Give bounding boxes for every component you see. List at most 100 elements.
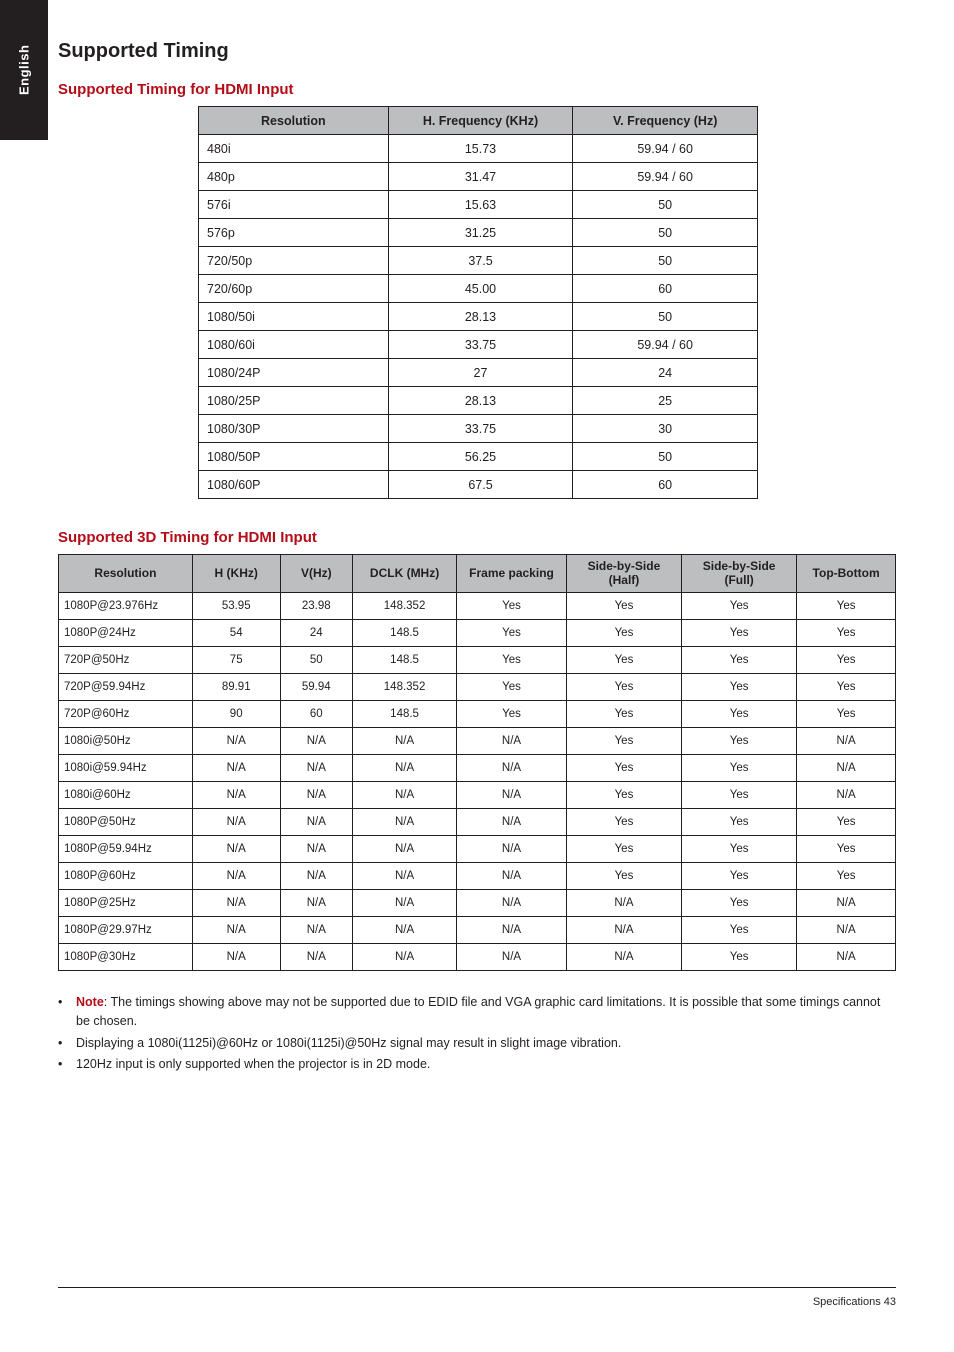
table-cell: N/A [797, 916, 896, 943]
table-cell: 1080/60P [199, 471, 389, 499]
table-cell: 90 [192, 700, 280, 727]
table-cell: 60 [573, 471, 758, 499]
table-cell: Yes [682, 673, 797, 700]
table-cell: 1080P@29.97Hz [59, 916, 193, 943]
section1-heading: Supported Timing for HDMI Input [58, 81, 896, 98]
table-cell: Yes [797, 592, 896, 619]
table-cell: N/A [192, 808, 280, 835]
table-cell: N/A [280, 835, 352, 862]
t1-col-1: H. Frequency (KHz) [388, 107, 573, 135]
table-cell: N/A [566, 916, 681, 943]
table-cell: Yes [457, 673, 567, 700]
table-cell: 1080/24P [199, 359, 389, 387]
table-cell: Yes [566, 592, 681, 619]
table-row: 1080i@50HzN/AN/AN/AN/AYesYesN/A [59, 727, 896, 754]
table-cell: N/A [457, 889, 567, 916]
table-row: 720P@50Hz7550148.5YesYesYesYes [59, 646, 896, 673]
table-cell: 720P@59.94Hz [59, 673, 193, 700]
table-cell: 1080i@59.94Hz [59, 754, 193, 781]
table-cell: 50 [573, 303, 758, 331]
table-cell: 148.5 [352, 619, 456, 646]
note-line-1: • Note: The timings showing above may no… [58, 993, 896, 1032]
table-cell: 720P@60Hz [59, 700, 193, 727]
table-cell: 50 [573, 191, 758, 219]
table-cell: Yes [797, 808, 896, 835]
table-row: 1080/24P2724 [199, 359, 758, 387]
table-cell: N/A [192, 754, 280, 781]
table-cell: N/A [457, 862, 567, 889]
table-cell: 1080/60i [199, 331, 389, 359]
t2-col-0: Resolution [59, 555, 193, 593]
table-cell: 1080P@59.94Hz [59, 835, 193, 862]
table-cell: Yes [682, 619, 797, 646]
table-cell: 56.25 [388, 443, 573, 471]
table-cell: Yes [682, 862, 797, 889]
table-row: 720P@59.94Hz89.9159.94148.352YesYesYesYe… [59, 673, 896, 700]
table-cell: Yes [457, 700, 567, 727]
table-row: 1080/25P28.1325 [199, 387, 758, 415]
table-cell: Yes [682, 592, 797, 619]
table-cell: N/A [457, 754, 567, 781]
hdmi-3d-timing-table: Resolution H (KHz) V(Hz) DCLK (MHz) Fram… [58, 554, 896, 971]
notes-section: • Note: The timings showing above may no… [58, 993, 896, 1075]
note-2: Displaying a 1080i(1125i)@60Hz or 1080i(… [76, 1034, 621, 1053]
table-cell: N/A [280, 916, 352, 943]
table-cell: N/A [192, 889, 280, 916]
table-row: 1080/30P33.7530 [199, 415, 758, 443]
table-cell: 1080P@23.976Hz [59, 592, 193, 619]
table-row: 1080P@60HzN/AN/AN/AN/AYesYesYes [59, 862, 896, 889]
t2-col-1: H (KHz) [192, 555, 280, 593]
table-cell: Yes [682, 916, 797, 943]
table-row: 1080P@59.94HzN/AN/AN/AN/AYesYesYes [59, 835, 896, 862]
table-cell: 31.25 [388, 219, 573, 247]
table-cell: 45.00 [388, 275, 573, 303]
table-cell: 1080/50P [199, 443, 389, 471]
table-cell: N/A [192, 781, 280, 808]
table-cell: N/A [352, 781, 456, 808]
table-cell: N/A [192, 943, 280, 970]
table-cell: 1080/50i [199, 303, 389, 331]
table-cell: 1080P@25Hz [59, 889, 193, 916]
footer-rule [58, 1287, 896, 1288]
table-cell: N/A [797, 889, 896, 916]
table-cell: N/A [352, 727, 456, 754]
table-cell: 27 [388, 359, 573, 387]
table-cell: N/A [280, 754, 352, 781]
table-cell: Yes [682, 700, 797, 727]
page-title: Supported Timing [58, 40, 896, 63]
table-cell: 31.47 [388, 163, 573, 191]
table-cell: 1080P@30Hz [59, 943, 193, 970]
table-cell: N/A [280, 862, 352, 889]
table-cell: N/A [280, 808, 352, 835]
table-cell: 59.94 / 60 [573, 135, 758, 163]
t2-col-4: Frame packing [457, 555, 567, 593]
table-cell: 59.94 [280, 673, 352, 700]
table-cell: 148.5 [352, 700, 456, 727]
table-row: 1080P@25HzN/AN/AN/AN/AN/AYesN/A [59, 889, 896, 916]
table-cell: 37.5 [388, 247, 573, 275]
table-cell: N/A [352, 889, 456, 916]
table-row: 1080P@50HzN/AN/AN/AN/AYesYesYes [59, 808, 896, 835]
table-cell: 148.5 [352, 646, 456, 673]
table-cell: Yes [682, 835, 797, 862]
table-cell: 59.94 / 60 [573, 331, 758, 359]
page-content: Supported Timing Supported Timing for HD… [58, 40, 896, 1076]
table-cell: 24 [573, 359, 758, 387]
table-cell: Yes [682, 646, 797, 673]
table-cell: N/A [192, 862, 280, 889]
table-row: 1080P@30HzN/AN/AN/AN/AN/AYesN/A [59, 943, 896, 970]
table-row: 1080P@24Hz5424148.5YesYesYesYes [59, 619, 896, 646]
table-cell: 480i [199, 135, 389, 163]
table-cell: 67.5 [388, 471, 573, 499]
table-cell: 480p [199, 163, 389, 191]
table-cell: 1080/30P [199, 415, 389, 443]
t2-col-6: Side-by-Side (Full) [682, 555, 797, 593]
table-cell: N/A [566, 943, 681, 970]
table-cell: Yes [566, 781, 681, 808]
table-cell: 33.75 [388, 415, 573, 443]
table-cell: N/A [457, 727, 567, 754]
t2-col-5: Side-by-Side (Half) [566, 555, 681, 593]
table-cell: Yes [566, 862, 681, 889]
table-cell: 28.13 [388, 387, 573, 415]
table-cell: Yes [566, 646, 681, 673]
